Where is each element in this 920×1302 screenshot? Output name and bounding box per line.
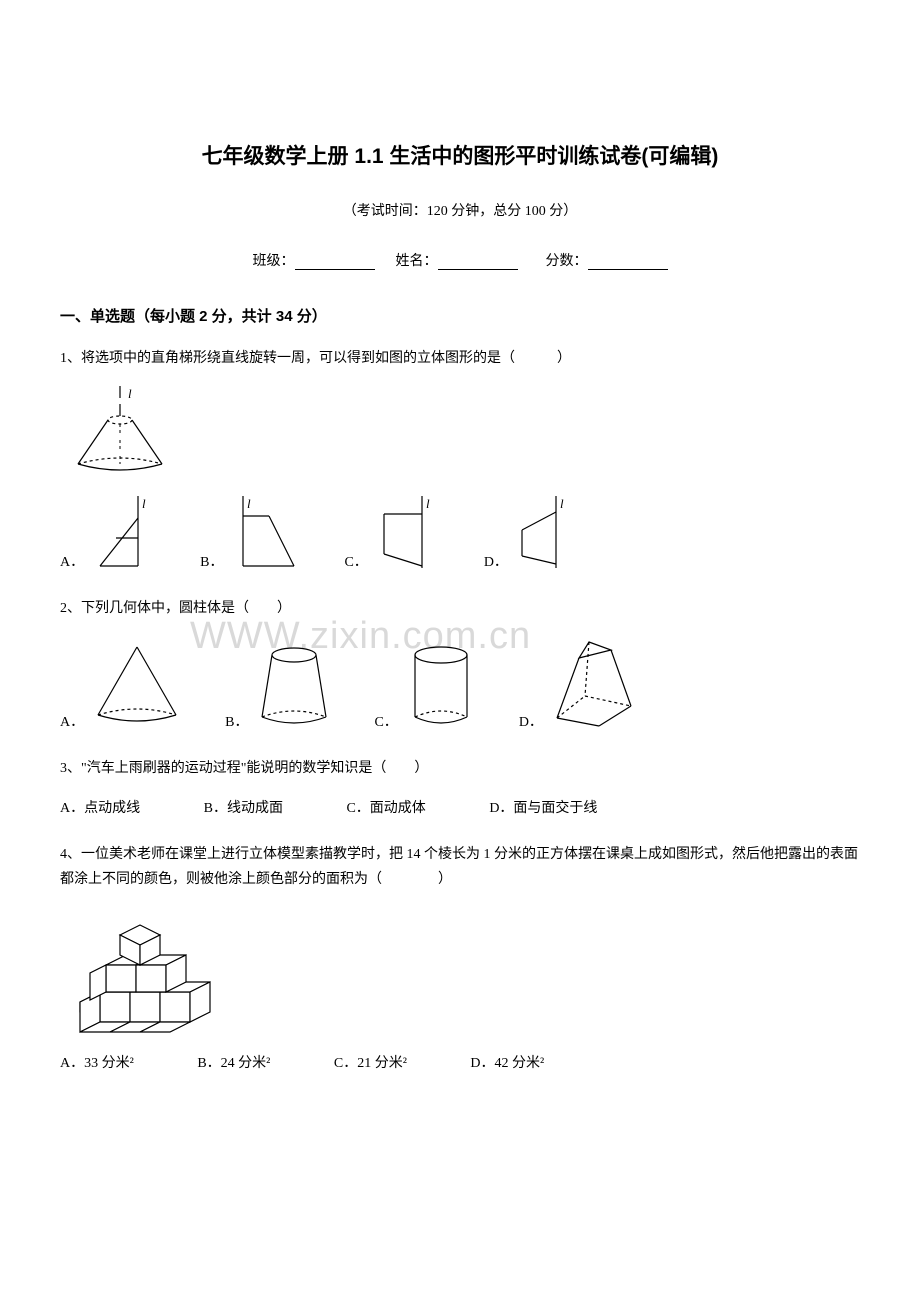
page-title: 七年级数学上册 1.1 生活中的图形平时训练试卷(可编辑) xyxy=(60,140,860,170)
score-label: 分数： xyxy=(546,254,588,269)
q3-opt-d: D．面与面交于线 xyxy=(489,797,597,817)
exam-info: （考试时间：120 分钟，总分 100 分） xyxy=(60,200,860,220)
svg-text:l: l xyxy=(560,496,564,511)
class-blank xyxy=(295,254,375,270)
q2-option-b: B． xyxy=(225,641,334,731)
q2-option-d: D． xyxy=(519,636,639,731)
q1-text: 1、将选项中的直角梯形绕直线旋转一周，可以得到如图的立体图形的是（ ） xyxy=(60,346,860,371)
svg-text:l: l xyxy=(247,496,251,511)
q2-option-c: C． xyxy=(374,641,478,731)
section-1-header: 一、单选题（每小题 2 分，共计 34 分） xyxy=(60,305,860,326)
q3-opt-a: A．点动成线 xyxy=(60,797,140,817)
q2-opt-c-label: C． xyxy=(374,711,397,731)
q2-opt-d-label: D． xyxy=(519,711,543,731)
q1-option-c: C． l xyxy=(344,496,443,571)
q1-opt-d-label: D． xyxy=(484,551,508,571)
q2-options: A． B． C． xyxy=(60,636,860,731)
q3-options: A．点动成线 B．线动成面 C．面动成体 D．面与面交于线 xyxy=(60,797,860,817)
q4-text: 4、一位美术老师在课堂上进行立体模型素描教学时，把 14 个棱长为 1 分米的正… xyxy=(60,842,860,892)
q4-opt-c: C．21 分米² xyxy=(334,1052,407,1072)
q4-opt-d: D．42 分米² xyxy=(470,1052,544,1072)
q1-option-d: D． l xyxy=(484,496,579,571)
q1-opt-a-label: A． xyxy=(60,551,84,571)
blanks-row: 班级： 姓名： 分数： xyxy=(60,250,860,270)
page-content: 七年级数学上册 1.1 生活中的图形平时训练试卷(可编辑) （考试时间：120 … xyxy=(60,140,860,1072)
q3-opt-b: B．线动成面 xyxy=(204,797,283,817)
q4-figure xyxy=(70,907,860,1037)
q2-text: 2、下列几何体中，圆柱体是（ ） xyxy=(60,596,860,621)
q1-options: A． l B． l C． l xyxy=(60,496,860,571)
q1-option-a: A． l xyxy=(60,496,160,571)
svg-text:l: l xyxy=(128,386,132,401)
score-blank xyxy=(588,254,668,270)
q3-opt-c: C．面动成体 xyxy=(346,797,425,817)
svg-text:l: l xyxy=(142,496,146,511)
svg-text:l: l xyxy=(426,496,430,511)
q4-opt-a: A．33 分米² xyxy=(60,1052,134,1072)
q4-opt-b: B．24 分米² xyxy=(197,1052,270,1072)
q1-opt-c-label: C． xyxy=(344,551,367,571)
name-label: 姓名： xyxy=(396,254,438,269)
q3-text: 3、"汽车上雨刷器的运动过程"能说明的数学知识是（ ） xyxy=(60,756,860,781)
q2-opt-b-label: B． xyxy=(225,711,248,731)
q2-option-a: A． xyxy=(60,641,185,731)
q2-opt-a-label: A． xyxy=(60,711,84,731)
q1-opt-b-label: B． xyxy=(200,551,223,571)
q1-option-b: B． l xyxy=(200,496,304,571)
class-label: 班级： xyxy=(253,254,295,269)
q1-main-figure: l xyxy=(70,386,860,481)
name-blank xyxy=(438,254,518,270)
q4-options: A．33 分米² B．24 分米² C．21 分米² D．42 分米² xyxy=(60,1052,860,1072)
